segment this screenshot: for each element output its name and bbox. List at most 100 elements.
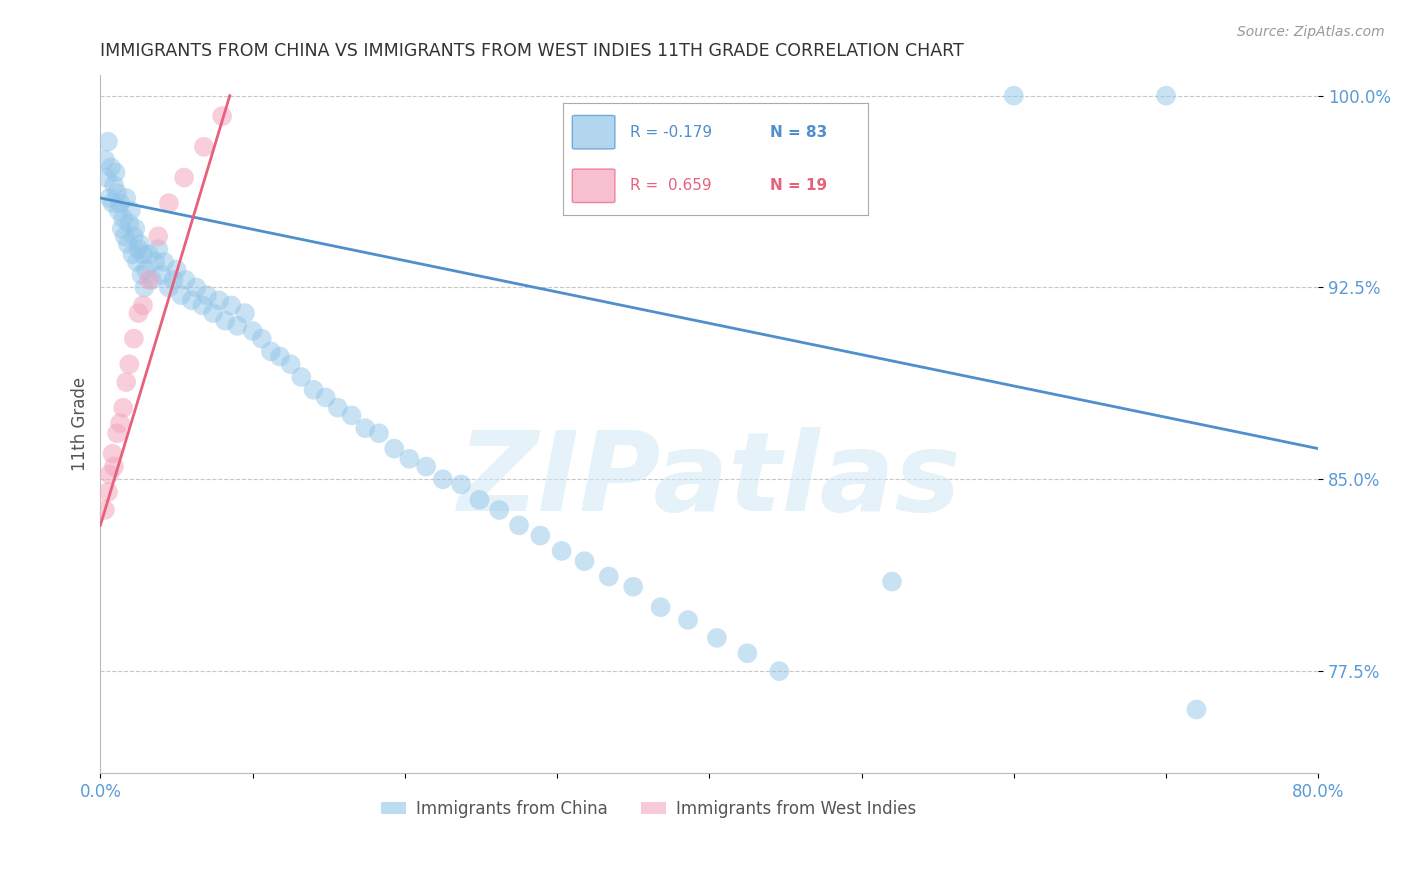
Point — [195, 288, 218, 302]
Point — [105, 426, 128, 441]
Point — [122, 332, 145, 346]
Point — [148, 229, 170, 244]
Point — [94, 503, 117, 517]
Point — [124, 221, 146, 235]
Point — [115, 191, 138, 205]
Point — [101, 196, 124, 211]
Point — [101, 447, 124, 461]
Point — [138, 273, 160, 287]
Point — [157, 280, 180, 294]
Point — [1154, 88, 1177, 103]
Point — [186, 280, 208, 294]
Point — [166, 262, 188, 277]
Point — [174, 273, 197, 287]
Point — [104, 165, 127, 179]
Point — [134, 280, 156, 294]
Point — [214, 314, 236, 328]
Point — [117, 237, 139, 252]
Point — [127, 242, 149, 256]
Point — [621, 580, 644, 594]
Point — [129, 237, 152, 252]
Point — [118, 357, 141, 371]
Point — [250, 332, 273, 346]
Point — [125, 255, 148, 269]
Point — [111, 221, 134, 235]
Point — [340, 409, 363, 423]
Point — [94, 153, 117, 167]
Point — [107, 203, 129, 218]
Point — [574, 554, 596, 568]
Point — [315, 391, 337, 405]
Point — [269, 350, 291, 364]
Point — [450, 477, 472, 491]
Point — [290, 370, 312, 384]
Point — [508, 518, 530, 533]
Point — [432, 472, 454, 486]
Point — [191, 298, 214, 312]
Point — [121, 247, 143, 261]
Point — [132, 298, 155, 312]
Point — [138, 247, 160, 261]
Point — [468, 492, 491, 507]
Point — [550, 544, 572, 558]
Point — [233, 306, 256, 320]
Point — [202, 306, 225, 320]
Text: ZIPatlas: ZIPatlas — [457, 426, 962, 533]
Point — [162, 273, 184, 287]
Point — [880, 574, 903, 589]
Point — [141, 273, 163, 287]
Point — [100, 161, 122, 175]
Text: IMMIGRANTS FROM CHINA VS IMMIGRANTS FROM WEST INDIES 11TH GRADE CORRELATION CHAR: IMMIGRANTS FROM CHINA VS IMMIGRANTS FROM… — [100, 42, 965, 60]
Point — [226, 318, 249, 333]
Point — [120, 203, 142, 218]
Point — [650, 600, 672, 615]
Point — [488, 503, 510, 517]
Point — [180, 293, 202, 308]
Point — [108, 196, 131, 211]
Point — [354, 421, 377, 435]
Point — [105, 186, 128, 200]
Point — [737, 646, 759, 660]
Point — [382, 442, 405, 456]
Legend: Immigrants from China, Immigrants from West Indies: Immigrants from China, Immigrants from W… — [374, 793, 922, 824]
Point — [676, 613, 699, 627]
Point — [153, 255, 176, 269]
Point — [98, 191, 121, 205]
Text: Source: ZipAtlas.com: Source: ZipAtlas.com — [1237, 25, 1385, 39]
Point — [96, 170, 118, 185]
Point — [157, 196, 180, 211]
Point — [98, 467, 121, 482]
Point — [1185, 702, 1208, 716]
Point — [97, 135, 120, 149]
Point — [1002, 88, 1025, 103]
Point — [768, 664, 790, 678]
Y-axis label: 11th Grade: 11th Grade — [72, 377, 89, 471]
Point — [108, 416, 131, 430]
Point — [103, 459, 125, 474]
Point — [280, 357, 302, 371]
Point — [173, 170, 195, 185]
Point — [112, 211, 135, 226]
Point — [150, 268, 173, 282]
Point — [326, 401, 349, 415]
Point — [143, 255, 166, 269]
Point — [219, 298, 242, 312]
Point — [103, 178, 125, 193]
Point — [115, 375, 138, 389]
Point — [132, 247, 155, 261]
Point — [260, 344, 283, 359]
Point — [170, 288, 193, 302]
Point — [706, 631, 728, 645]
Point — [131, 268, 153, 282]
Point — [97, 485, 120, 500]
Point — [598, 569, 620, 583]
Point — [127, 306, 149, 320]
Point — [368, 426, 391, 441]
Point — [242, 324, 264, 338]
Point — [112, 401, 135, 415]
Point — [122, 229, 145, 244]
Point — [415, 459, 437, 474]
Point — [529, 528, 551, 542]
Point — [114, 229, 136, 244]
Point — [135, 262, 157, 277]
